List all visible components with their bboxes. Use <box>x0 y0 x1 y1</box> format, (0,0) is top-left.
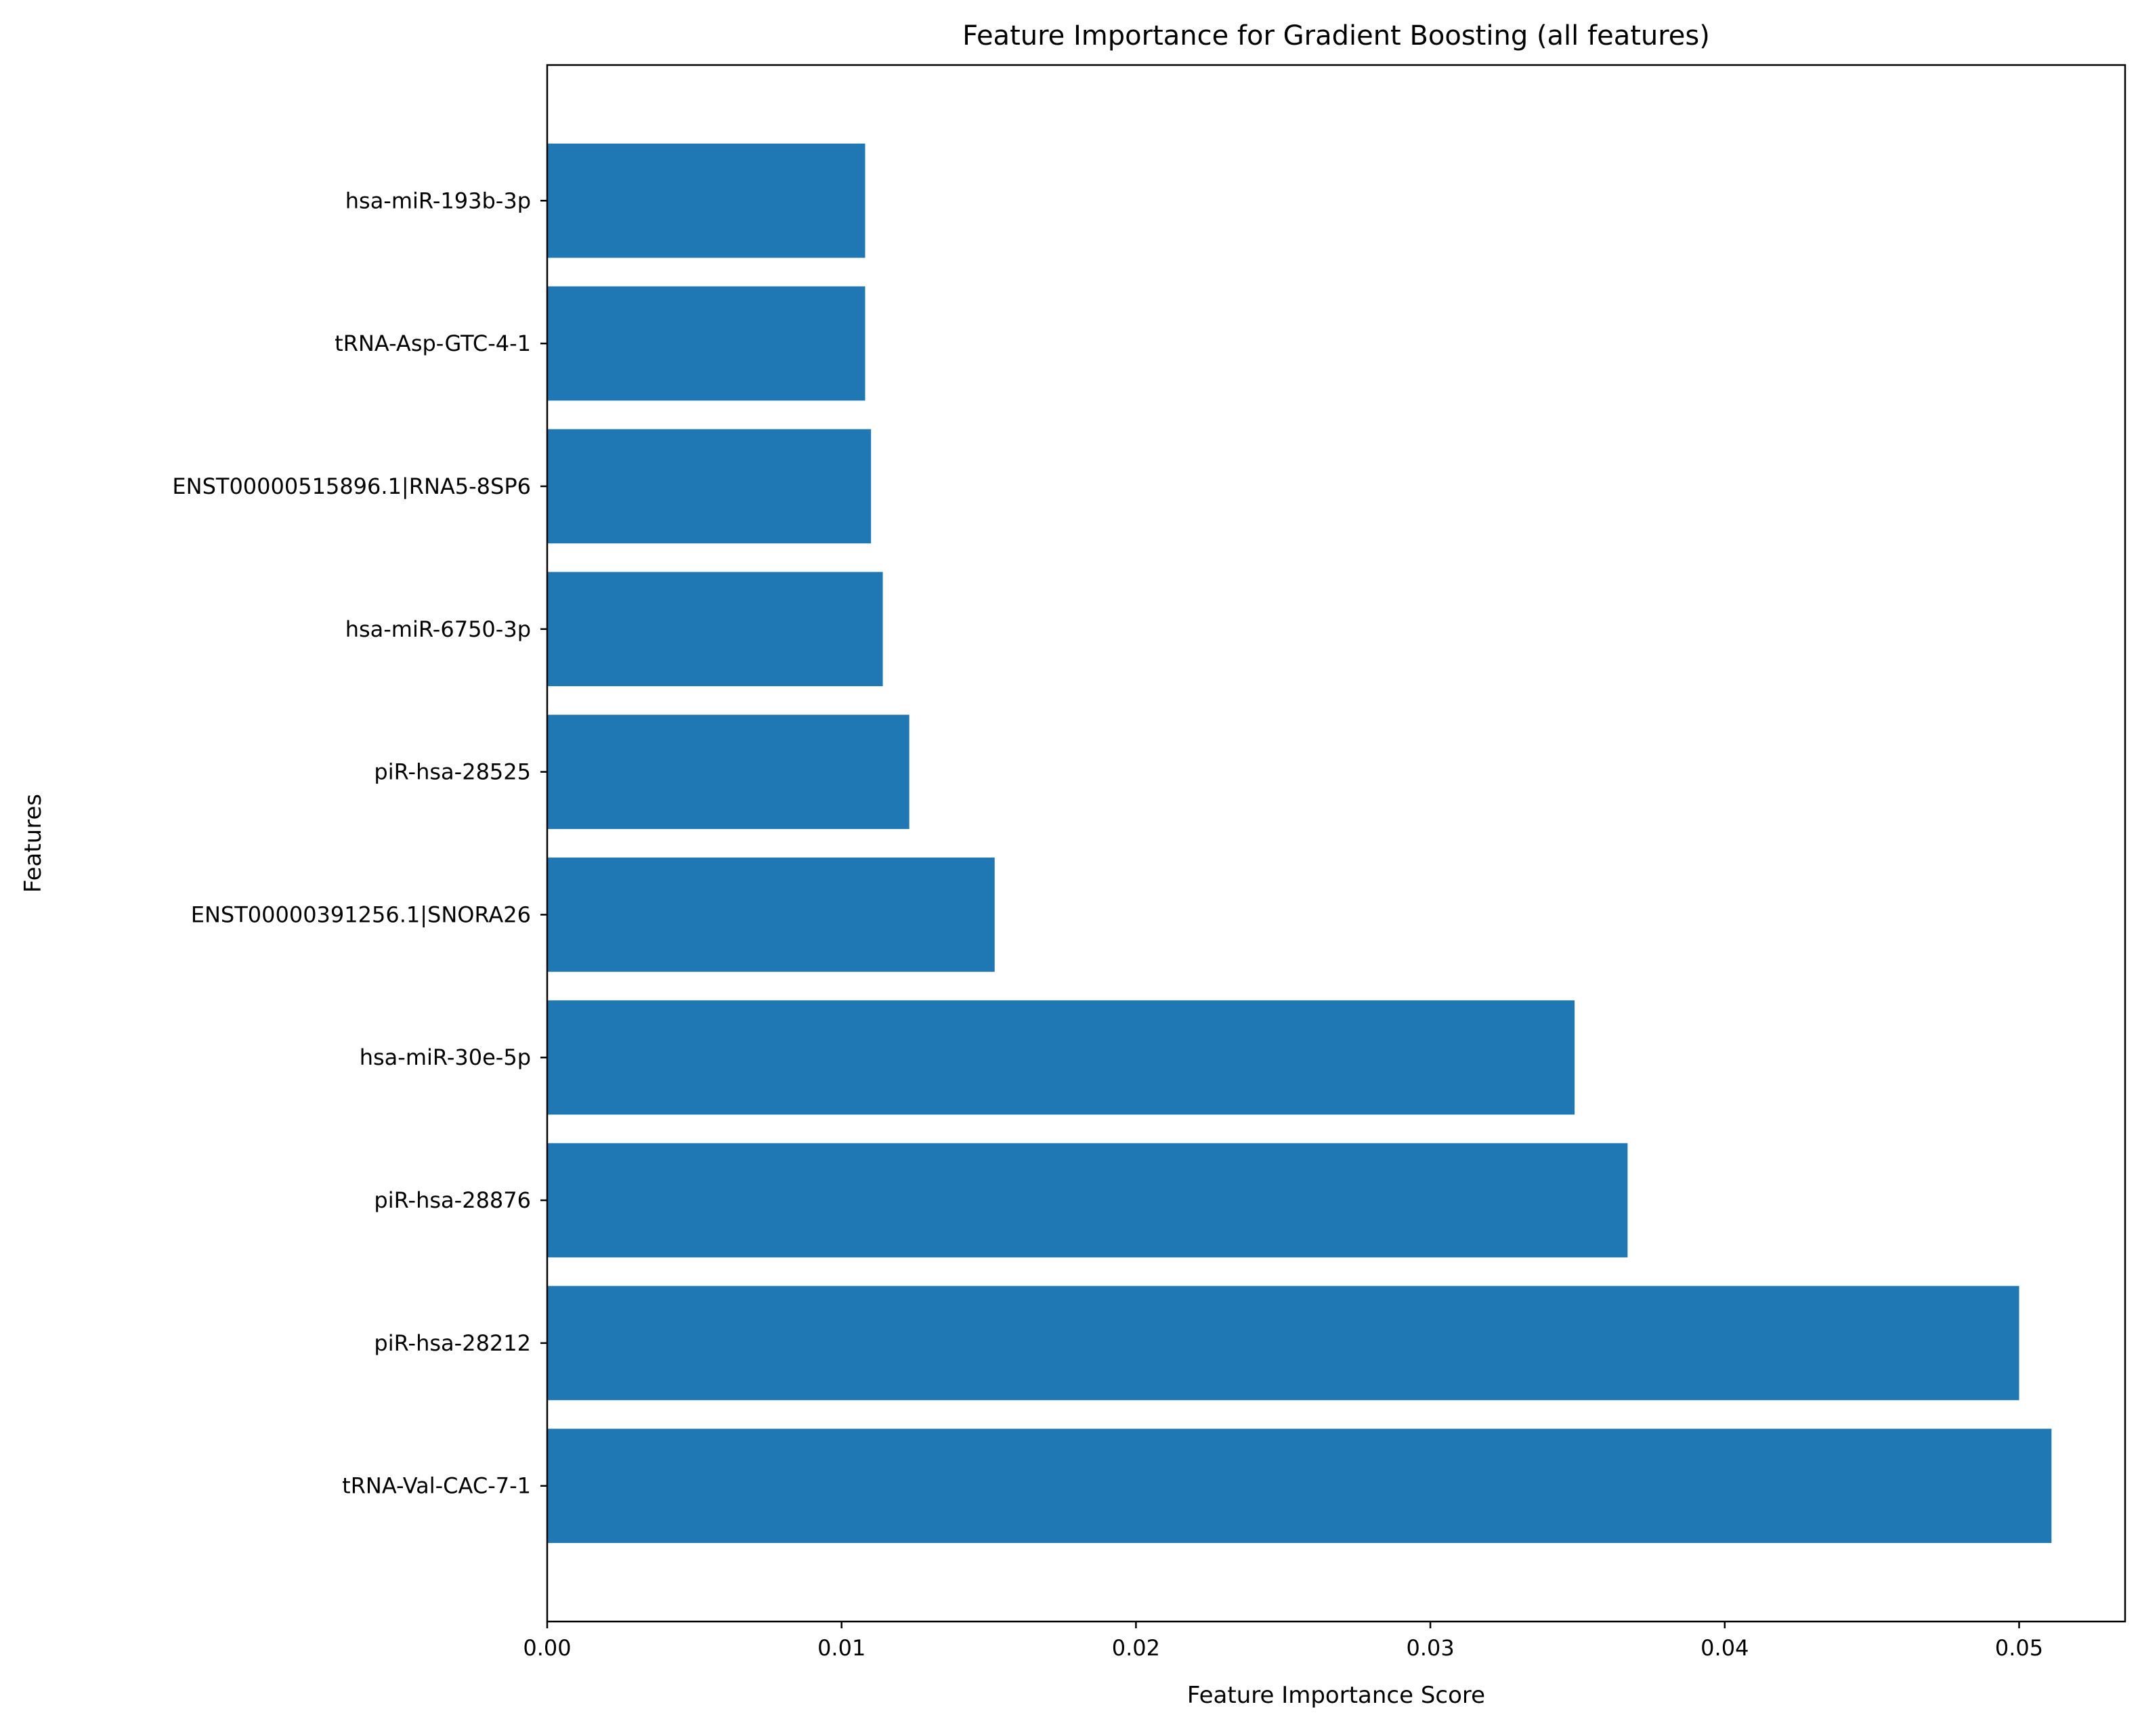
ticks-layer: tRNA-Val-CAC-7-1 piR-hsa-28212 piR-hsa-288… <box>172 188 2043 1661</box>
bar-6 <box>547 572 883 687</box>
y-tick-label-7: ENST00000515896.1|RNA5-8SP6 <box>172 473 531 499</box>
x-tick-label-5: 0.05 <box>1995 1635 2043 1661</box>
bar-0 <box>547 1428 2052 1544</box>
y-tick-label-2: piR-hsa-28876 <box>374 1187 531 1213</box>
bar-5 <box>547 715 909 829</box>
bar-1 <box>547 1286 2019 1401</box>
bar-3 <box>547 1000 1575 1115</box>
x-tick-label-1: 0.01 <box>817 1635 865 1661</box>
x-tick-label-0: 0.00 <box>523 1635 571 1661</box>
bar-8 <box>547 286 865 401</box>
bar-9 <box>547 143 865 258</box>
y-tick-label-9: hsa-miR-193b-3p <box>345 188 531 213</box>
bar-7 <box>547 429 872 544</box>
y-tick-label-1: piR-hsa-28212 <box>374 1330 531 1356</box>
bar-4 <box>547 858 995 972</box>
plot-frame <box>546 64 2126 1623</box>
bar-2 <box>547 1143 1628 1258</box>
x-tick-label-2: 0.02 <box>1112 1635 1160 1661</box>
x-axis-label: Feature Importance Score <box>1187 1682 1485 1709</box>
y-tick-label-4: ENST00000391256.1|SNORA26 <box>191 902 531 927</box>
x-tick-label-3: 0.03 <box>1406 1635 1454 1661</box>
y-tick-label-0: tRNA-Val-CAC-7-1 <box>342 1473 531 1499</box>
y-tick-label-5: piR-hsa-28525 <box>374 759 531 785</box>
y-tick-label-3: hsa-miR-30e-5p <box>360 1044 531 1070</box>
x-tick-label-4: 0.04 <box>1700 1635 1749 1661</box>
bars-layer <box>547 143 2052 1544</box>
chart-title: Feature Importance for Gradient Boosting… <box>962 20 1710 51</box>
y-axis-label: Features <box>20 794 47 893</box>
y-tick-label-8: tRNA-Asp-GTC-4-1 <box>335 331 531 356</box>
y-tick-label-6: hsa-miR-6750-3p <box>345 616 531 642</box>
